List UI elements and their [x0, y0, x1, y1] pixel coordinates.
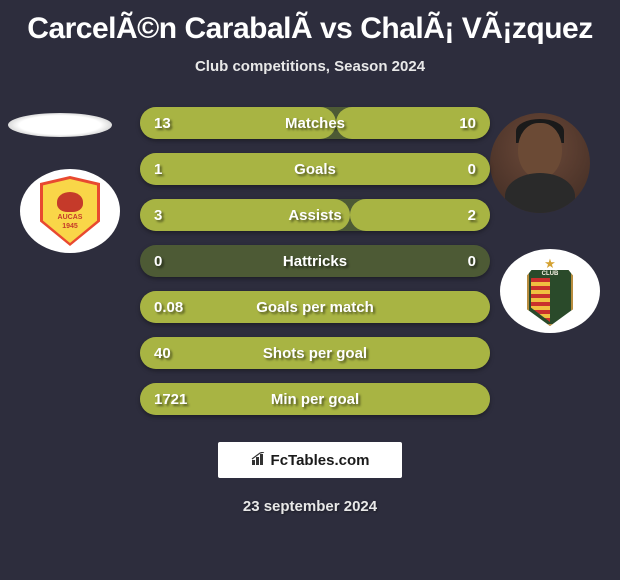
stat-row-assists: 3Assists2	[140, 199, 490, 231]
stat-value-right: 0	[468, 253, 476, 270]
shield-top-text: AUCAS	[58, 214, 83, 221]
player-left-avatar	[8, 113, 112, 137]
star-icon: ★	[544, 256, 556, 272]
stat-row-spg: 40Shots per goal	[140, 337, 490, 369]
stat-value-right: 2	[468, 207, 476, 224]
stat-label: Matches	[140, 115, 490, 132]
subtitle: Club competitions, Season 2024	[0, 58, 620, 75]
shield-figure-icon	[57, 192, 83, 212]
club-right-badge: ★	[500, 249, 600, 333]
stat-row-gpm: 0.08Goals per match	[140, 291, 490, 323]
footer-brand: FcTables.com	[218, 442, 402, 478]
stat-label: Goals	[140, 161, 490, 178]
player-right-avatar	[490, 113, 590, 213]
stat-label: Shots per goal	[140, 345, 490, 362]
stat-row-goals: 1Goals0	[140, 153, 490, 185]
club-shield-icon	[527, 270, 573, 326]
stat-label: Goals per match	[140, 299, 490, 316]
chart-icon	[251, 452, 267, 469]
page-title: CarcelÃ©n CarabalÃ­ vs ChalÃ¡ VÃ¡zquez	[0, 0, 620, 46]
shield-bottom-text: 1945	[62, 223, 78, 230]
aucas-shield-icon: AUCAS 1945	[40, 176, 100, 246]
footer-site-text: FcTables.com	[271, 452, 370, 469]
stat-row-hattricks: 0Hattricks0	[140, 245, 490, 277]
stats-container: 13Matches101Goals03Assists20Hattricks00.…	[140, 107, 490, 429]
club-left-badge: AUCAS 1945	[20, 169, 120, 253]
stat-row-mpg: 1721Min per goal	[140, 383, 490, 415]
footer-date: 23 september 2024	[0, 498, 620, 515]
stat-row-matches: 13Matches10	[140, 107, 490, 139]
stat-label: Min per goal	[140, 391, 490, 408]
stat-value-right: 10	[459, 115, 476, 132]
stat-label: Hattricks	[140, 253, 490, 270]
stat-value-right: 0	[468, 161, 476, 178]
avatar-head-icon	[518, 123, 562, 179]
stat-label: Assists	[140, 207, 490, 224]
